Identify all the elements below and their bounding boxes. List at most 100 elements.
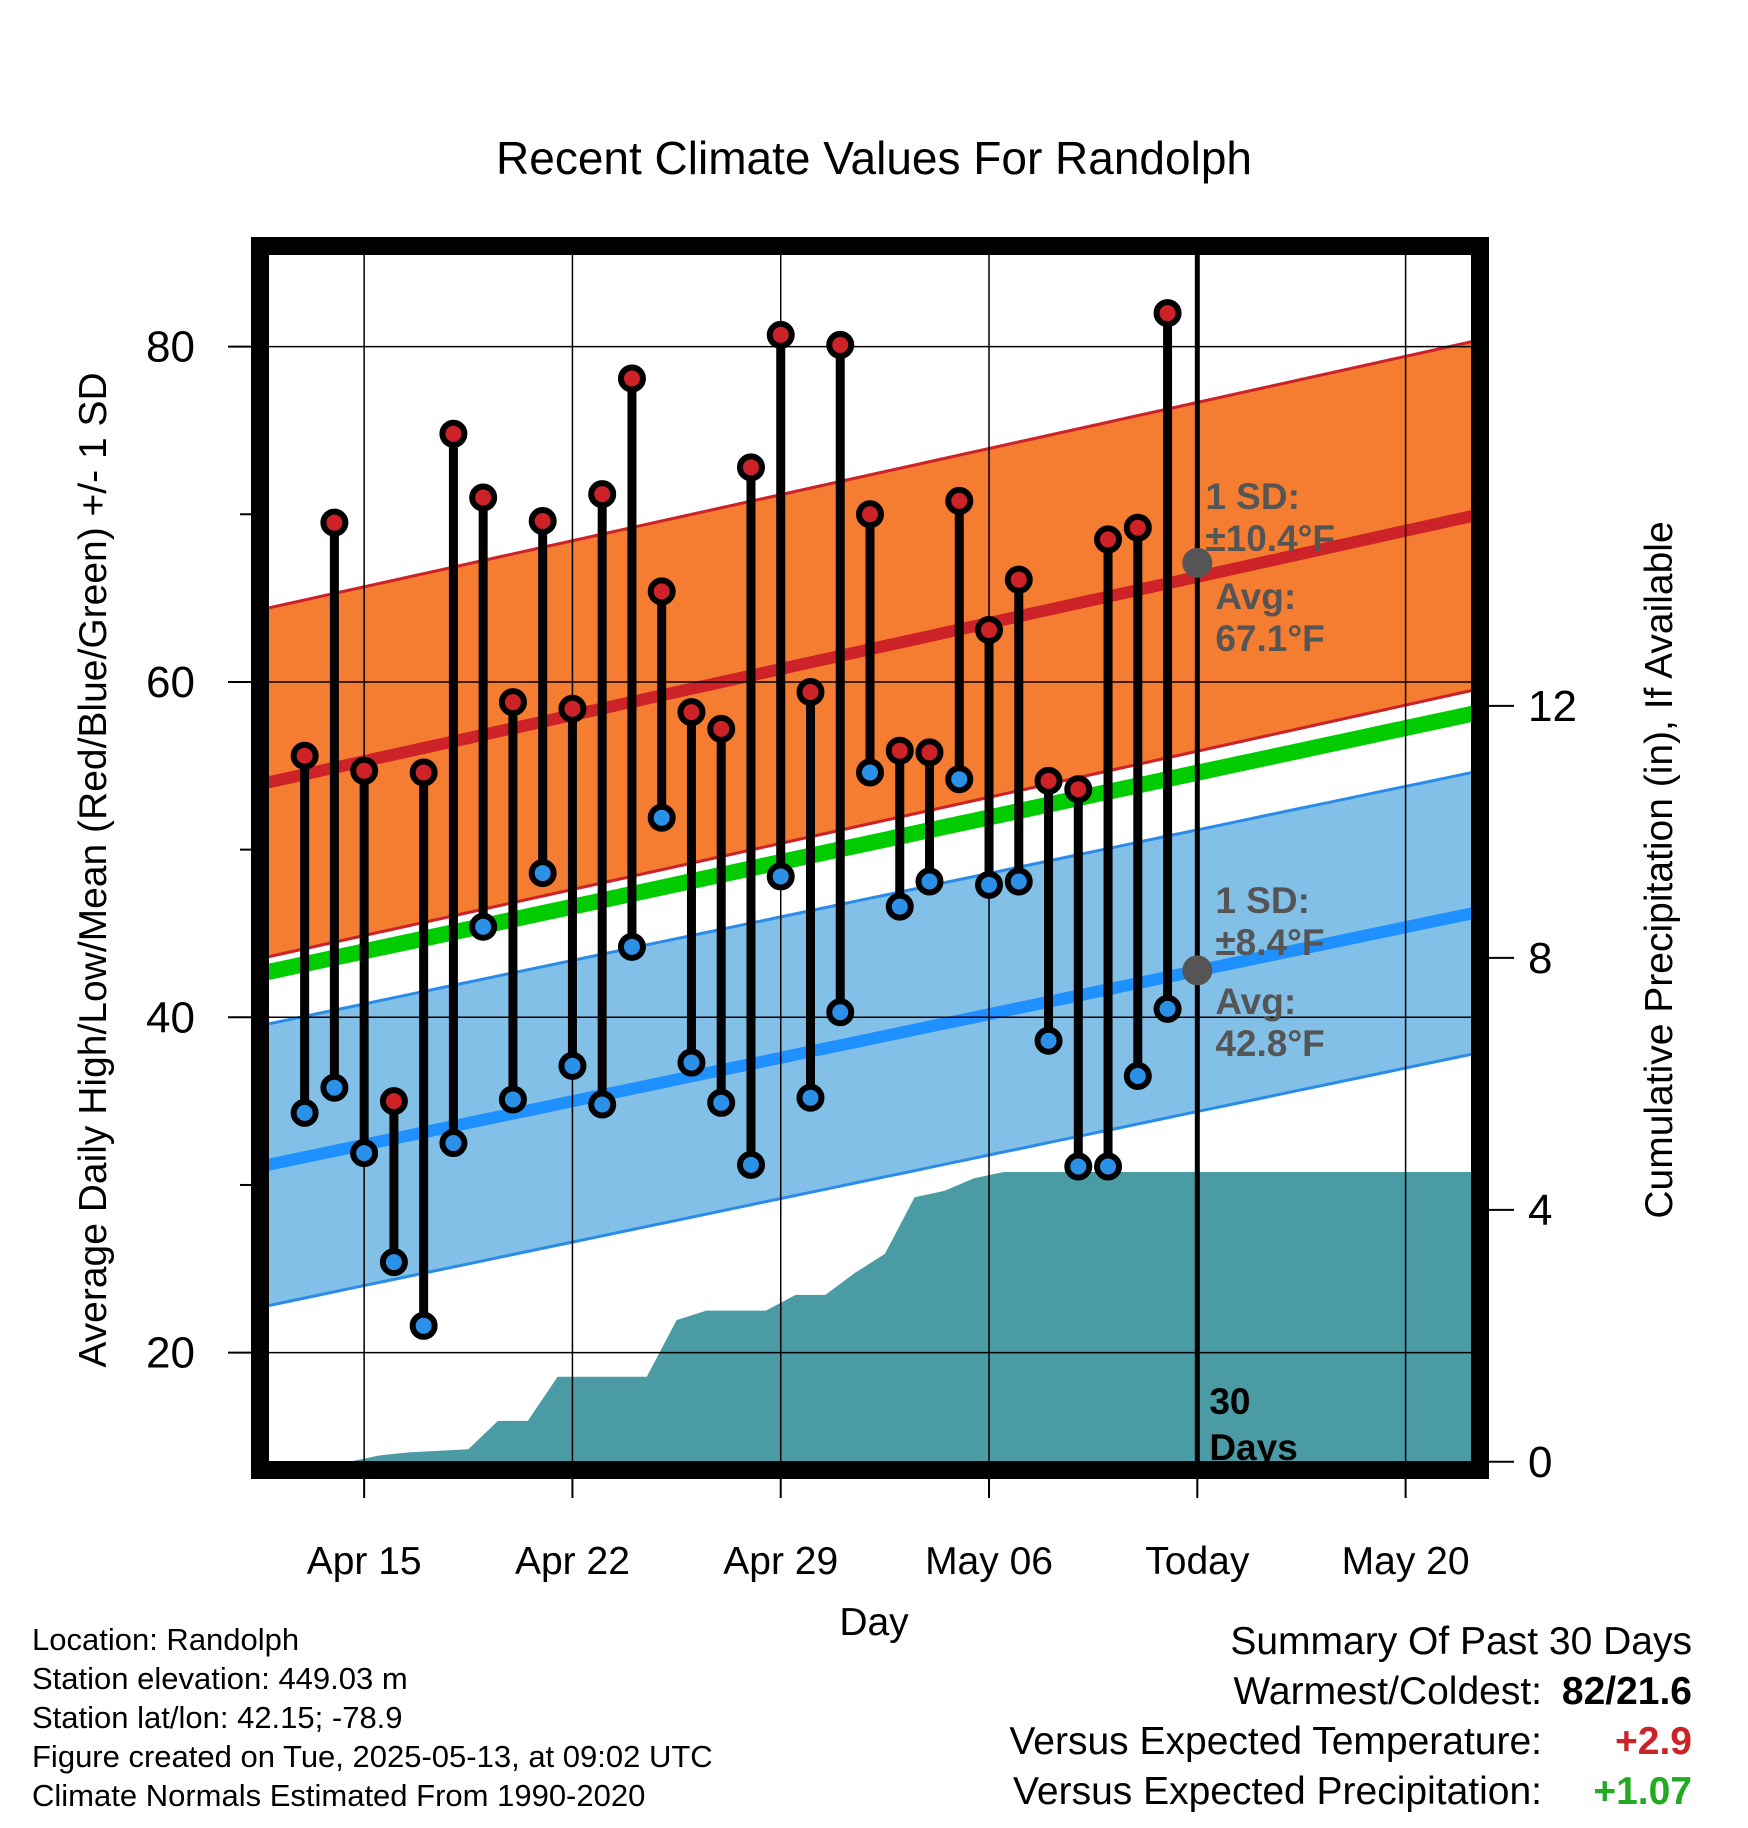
daily-low-point: [1123, 1061, 1152, 1090]
daily-high-point: [498, 688, 527, 717]
normal-high-lower-edge: [260, 687, 1480, 961]
daily-low-point: [885, 892, 914, 921]
high-avg-label: Avg:: [1215, 576, 1296, 617]
daily-high-point: [915, 738, 944, 767]
precip-anomaly-label: Versus Expected Precipitation:: [1013, 1770, 1542, 1813]
daily-high-point: [409, 758, 438, 787]
low-avg-label: Avg:: [1215, 981, 1296, 1022]
y-tick-label: 60: [146, 658, 195, 707]
normal-low-line: [260, 905, 1480, 1173]
normals-text: Climate Normals Estimated From 1990-2020: [32, 1778, 646, 1813]
location-text: Location: Randolph: [32, 1622, 300, 1657]
daily-low-point: [469, 912, 498, 941]
daily-low-point: [379, 1248, 408, 1277]
daily-high-point: [707, 714, 736, 743]
y2-axis-label: Cumulative Precipitation (in), If Availa…: [1638, 521, 1681, 1218]
daily-high-point: [320, 508, 349, 537]
chart-title: Recent Climate Values For Randolph: [496, 132, 1252, 184]
daily-low-point: [498, 1085, 527, 1114]
low-sd-label: 1 SD:: [1215, 880, 1310, 921]
high-sd-value: ±10.4°F: [1205, 518, 1335, 559]
created-text: Figure created on Tue, 2025-05-13, at 09…: [32, 1739, 713, 1774]
today-normal-high-marker: [1182, 547, 1213, 578]
normal-low-lower-edge: [260, 1051, 1480, 1309]
daily-low-point: [1034, 1026, 1063, 1055]
daily-low-point: [677, 1048, 706, 1077]
daily-low-point: [320, 1073, 349, 1102]
x-tick-label: Today: [1145, 1540, 1250, 1583]
daily-high-point: [1123, 513, 1152, 542]
precip-anomaly-value: +1.07: [1593, 1770, 1692, 1813]
normal-mean-line: [260, 704, 1480, 982]
daily-low-point: [975, 870, 1004, 899]
daily-high-point: [826, 330, 855, 359]
daily-low-point: [588, 1090, 617, 1119]
daily-low-point: [290, 1098, 319, 1127]
daily-high-point: [856, 500, 884, 529]
daily-low-point: [1004, 867, 1033, 896]
y2-tick-label: 12: [1528, 682, 1577, 731]
summary-panel: Summary Of Past 30 Days Warmest/Coldest:…: [792, 1620, 1692, 1820]
precipitation-area: [260, 1172, 1480, 1470]
daily-low-point: [1094, 1152, 1123, 1181]
daily-high-point: [945, 486, 974, 515]
daily-low-point: [707, 1088, 736, 1117]
y2-tick-label: 0: [1528, 1438, 1552, 1487]
warmest-coldest-row: Warmest/Coldest: 82/21.6: [792, 1670, 1692, 1720]
daily-high-point: [528, 506, 557, 535]
daily-high-point: [796, 678, 825, 707]
summary-title-row: Summary Of Past 30 Days: [792, 1620, 1692, 1670]
today-normal-low-marker: [1182, 955, 1213, 986]
daily-high-point: [617, 364, 646, 393]
temp-anomaly-value: +2.9: [1615, 1720, 1692, 1763]
daily-low-point: [1064, 1152, 1093, 1181]
daily-high-point: [290, 741, 319, 770]
low-sd-value: ±8.4°F: [1215, 922, 1324, 963]
daily-low-point: [826, 998, 855, 1027]
normal-high-upper-edge: [260, 338, 1480, 612]
daily-low-point: [558, 1051, 587, 1080]
x-tick-label: May 20: [1342, 1540, 1470, 1583]
daily-low-point: [1153, 994, 1182, 1023]
daily-high-point: [975, 615, 1004, 644]
daily-low-point: [617, 932, 646, 961]
temp-anomaly-row: Versus Expected Temperature: +2.9: [792, 1720, 1692, 1770]
daily-low-point: [528, 859, 557, 888]
y-axis-label: Average Daily High/Low/Mean (Red/Blue/Gr…: [72, 372, 115, 1367]
x-axis-label: Day: [839, 1601, 909, 1644]
plot-frame: [251, 237, 1489, 1479]
window-label-number: 30: [1209, 1381, 1250, 1422]
y2-tick-label: 8: [1528, 934, 1552, 983]
daily-high-point: [588, 480, 617, 509]
y-tick-label: 20: [146, 1329, 195, 1378]
x-tick-label: May 06: [925, 1540, 1053, 1583]
daily-low-point: [350, 1139, 379, 1168]
warmest-coldest-value: 82/21.6: [1561, 1670, 1692, 1713]
daily-low-point: [856, 758, 884, 787]
y-tick-label: 80: [146, 323, 195, 372]
x-tick-label: Apr 29: [723, 1540, 838, 1583]
daily-high-point: [350, 756, 379, 785]
daily-high-point: [885, 736, 914, 765]
daily-low-point: [647, 803, 676, 832]
daily-high-point: [379, 1087, 408, 1116]
warmest-coldest-label: Warmest/Coldest:: [1233, 1670, 1542, 1713]
daily-low-point: [915, 867, 944, 896]
daily-low-point: [409, 1311, 438, 1340]
daily-high-point: [469, 483, 498, 512]
daily-high-point: [677, 698, 706, 727]
precip-anomaly-row: Versus Expected Precipitation: +1.07: [792, 1770, 1692, 1820]
temp-anomaly-label: Versus Expected Temperature:: [1009, 1720, 1542, 1763]
high-sd-label: 1 SD:: [1205, 476, 1300, 517]
high-avg-value: 67.1°F: [1215, 618, 1324, 659]
daily-high-point: [439, 419, 468, 448]
elevation-text: Station elevation: 449.03 m: [32, 1661, 408, 1696]
normal-low-upper-edge: [260, 769, 1480, 1028]
daily-low-point: [439, 1129, 468, 1158]
daily-low-point: [945, 765, 974, 794]
daily-high-point: [1064, 775, 1093, 804]
daily-low-point: [766, 862, 795, 891]
